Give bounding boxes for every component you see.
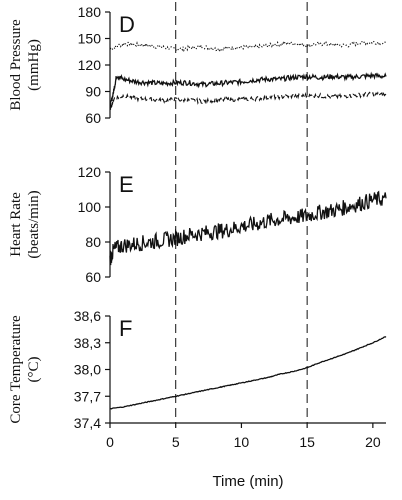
y-axis-title: Blood Pressure <box>8 19 24 111</box>
y-tick-label: 120 <box>78 164 102 180</box>
y-axis-unit: (beats/min) <box>26 190 42 258</box>
series-line-D-dotted <box>109 39 387 53</box>
y-tick-label: 38,3 <box>74 335 101 351</box>
y-tick-label: 37,7 <box>74 388 101 404</box>
y-tick-label: 38,6 <box>74 308 101 324</box>
y-tick-label: 90 <box>85 84 101 100</box>
series-line-E-solid <box>109 190 387 266</box>
y-tick-label: 37,4 <box>74 415 101 431</box>
y-tick-label: 120 <box>78 57 102 73</box>
series-line-D-solid <box>109 71 387 110</box>
series-line-F-solid <box>109 335 387 410</box>
panel-letter-D: D <box>119 12 135 37</box>
y-tick-label: 150 <box>78 31 102 47</box>
y-tick-label: 60 <box>85 269 101 285</box>
x-tick-label: 0 <box>106 434 114 450</box>
y-axis-title: Heart Rate <box>8 192 24 257</box>
x-axis-title: Time (min) <box>212 473 283 490</box>
y-tick-label: 180 <box>78 4 102 20</box>
panel-letter-E: E <box>119 172 134 197</box>
x-tick-label: 20 <box>365 434 381 450</box>
y-tick-label: 100 <box>78 199 102 215</box>
y-axis-title: Core Temperature <box>8 315 24 424</box>
x-tick-label: 10 <box>234 434 250 450</box>
x-tick-label: 15 <box>299 434 315 450</box>
y-axis-unit: (°C) <box>26 357 42 383</box>
panel-letter-F: F <box>119 316 132 341</box>
y-axis-unit: (mmHg) <box>26 39 42 91</box>
y-tick-label: 60 <box>85 110 101 126</box>
y-tick-label: 80 <box>85 234 101 250</box>
y-tick-label: 38,0 <box>74 362 101 378</box>
x-tick-label: 5 <box>172 434 180 450</box>
series-line-D-dashed <box>109 91 387 110</box>
